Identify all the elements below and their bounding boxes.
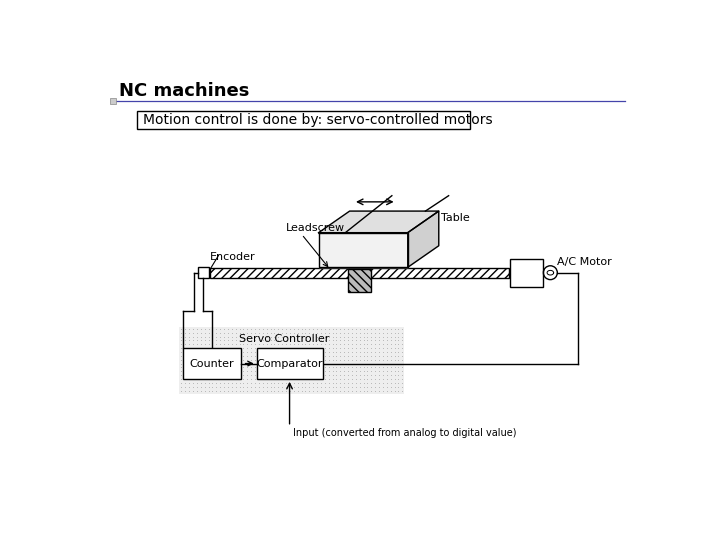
Text: NC machines: NC machines xyxy=(120,82,250,100)
Text: Input (converted from analog to digital value): Input (converted from analog to digital … xyxy=(292,428,516,438)
Bar xyxy=(183,348,241,379)
Bar xyxy=(210,268,508,278)
Bar xyxy=(179,327,404,394)
Bar xyxy=(256,348,323,379)
Text: Encoder: Encoder xyxy=(210,252,256,262)
Text: A/C Motor: A/C Motor xyxy=(557,257,611,267)
Text: Table: Table xyxy=(441,213,470,222)
Bar xyxy=(198,267,209,278)
Bar xyxy=(348,269,371,292)
Bar xyxy=(137,111,469,130)
Polygon shape xyxy=(319,211,438,233)
Text: Servo Controller: Servo Controller xyxy=(238,334,329,345)
Polygon shape xyxy=(408,211,438,267)
Polygon shape xyxy=(319,233,408,267)
Text: Counter: Counter xyxy=(190,359,235,369)
Bar xyxy=(510,259,543,287)
Text: Leadscrew: Leadscrew xyxy=(286,222,345,233)
Text: Comparator: Comparator xyxy=(256,359,323,369)
Text: Motion control is done by: servo-controlled motors: Motion control is done by: servo-control… xyxy=(143,113,492,127)
